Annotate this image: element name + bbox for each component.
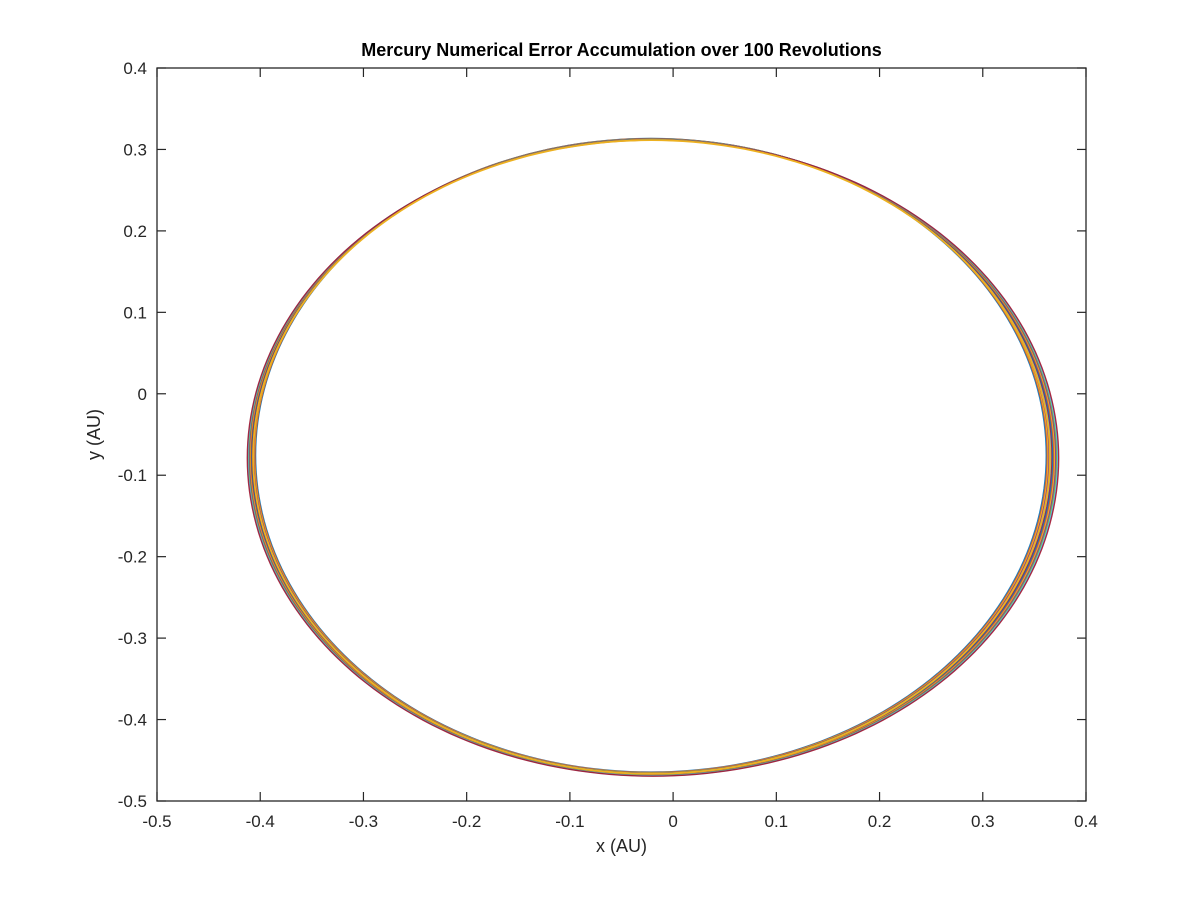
y-axis-label: y (AU)	[84, 409, 104, 460]
axes-box	[156, 67, 1087, 802]
orbit-final-revolution-line	[252, 139, 1051, 775]
x-tick-label: -0.1	[555, 812, 584, 831]
y-tick-label: 0.4	[123, 59, 147, 78]
chart-title: Mercury Numerical Error Accumulation ove…	[361, 40, 882, 60]
x-tick-label: -0.5	[142, 812, 171, 831]
x-tick-label: -0.3	[349, 812, 378, 831]
x-axis-label: x (AU)	[596, 836, 647, 856]
y-tick-label: 0.3	[123, 140, 147, 159]
y-tick-label: -0.2	[118, 548, 147, 567]
orbit-revolution-line	[246, 139, 1060, 777]
x-tick-label: 0.2	[868, 812, 892, 831]
y-tick-label: -0.3	[118, 629, 147, 648]
x-tick-label: 0.3	[971, 812, 995, 831]
y-tick-label: -0.1	[118, 466, 147, 485]
x-tick-label: 0.4	[1074, 812, 1098, 831]
y-tick-label: -0.5	[118, 792, 147, 811]
y-tick-label: 0.2	[123, 222, 147, 241]
ticks-group: -0.5 -0.4 -0.3 -0.2 -0.1 0 0.1 0.2 0.3 0.4 -0.5 -0.…	[118, 59, 1098, 831]
y-tick-label: 0.1	[123, 303, 147, 322]
orbit-series-group	[246, 137, 1060, 777]
x-tick-label: -0.4	[246, 812, 275, 831]
x-tick-label: -0.2	[452, 812, 481, 831]
x-tick-label: 0.1	[765, 812, 789, 831]
axes-background	[157, 68, 1086, 801]
y-tick-label: -0.4	[118, 711, 147, 730]
y-tick-label: 0	[138, 385, 147, 404]
x-tick-label: 0	[668, 812, 677, 831]
